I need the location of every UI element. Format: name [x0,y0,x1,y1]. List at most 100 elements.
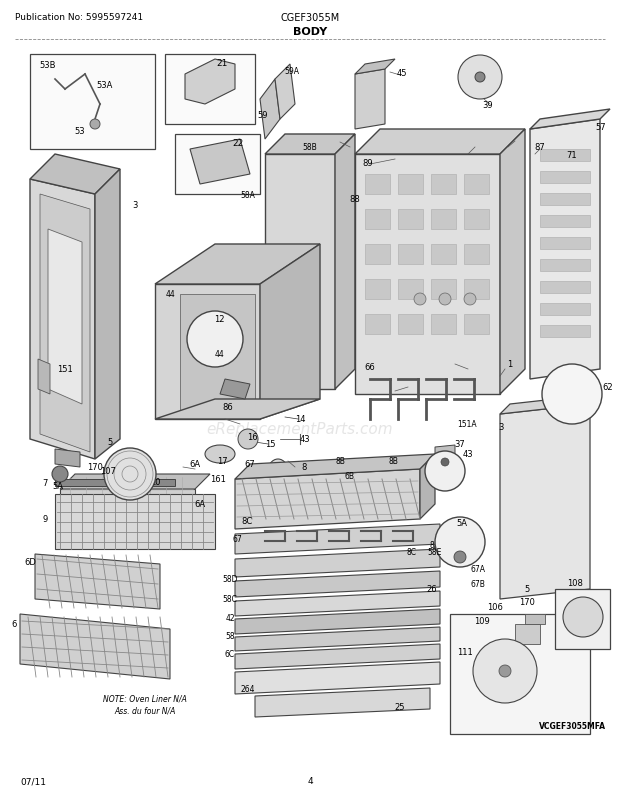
Text: 39: 39 [483,100,494,109]
Circle shape [439,294,451,306]
Text: 8A: 8A [430,540,440,549]
Polygon shape [235,571,440,597]
Polygon shape [155,245,320,285]
Polygon shape [365,210,390,229]
Polygon shape [355,130,525,155]
Text: 53: 53 [74,128,86,136]
Polygon shape [398,210,423,229]
Polygon shape [265,135,355,155]
Text: 6A: 6A [195,500,206,508]
Circle shape [238,429,258,449]
Polygon shape [235,549,440,577]
Circle shape [435,517,485,567]
Text: 87: 87 [534,144,546,152]
Polygon shape [500,130,525,395]
Bar [450,614,590,734]
Text: 53B: 53B [40,60,56,70]
Polygon shape [35,554,160,610]
Text: 3: 3 [498,423,503,432]
Polygon shape [464,175,489,195]
Polygon shape [235,662,440,695]
Ellipse shape [205,445,235,464]
Polygon shape [431,314,456,334]
Polygon shape [235,455,435,480]
Text: 26: 26 [427,585,437,593]
Text: 62: 62 [603,383,613,392]
Text: 89: 89 [363,158,373,168]
Polygon shape [540,260,590,272]
Text: 151: 151 [57,365,73,374]
Text: 106: 106 [487,603,503,612]
Text: 45: 45 [397,68,407,78]
Polygon shape [55,480,175,486]
Circle shape [542,365,602,424]
Text: 170: 170 [87,463,103,472]
Text: 6D: 6D [24,558,36,567]
Text: 88: 88 [350,195,360,205]
Text: 67B: 67B [471,580,485,589]
Text: 6C: 6C [225,650,235,658]
Text: 10: 10 [150,478,160,487]
Text: 59A: 59A [285,67,299,76]
Text: 109: 109 [474,617,490,626]
Circle shape [473,639,537,703]
Polygon shape [515,624,540,644]
Polygon shape [398,175,423,195]
Polygon shape [365,280,390,300]
Text: 58A: 58A [241,190,255,199]
Text: 37: 37 [454,440,466,449]
Circle shape [454,551,466,563]
Polygon shape [530,119,600,379]
Circle shape [414,294,426,306]
Text: 67: 67 [245,460,255,469]
Polygon shape [435,445,455,460]
Polygon shape [570,384,577,395]
Polygon shape [540,326,590,338]
Polygon shape [530,110,610,130]
Bar [165,55,255,125]
Text: eReplacementParts.com: eReplacementParts.com [206,422,393,437]
Circle shape [104,448,156,500]
Text: 58E: 58E [428,548,442,557]
Polygon shape [540,194,590,206]
Text: 07/11: 07/11 [20,776,46,785]
Text: 170: 170 [519,597,535,607]
Polygon shape [235,627,440,651]
Bar [555,589,610,649]
Circle shape [187,312,243,367]
Text: 8C: 8C [407,548,417,557]
Bar [175,135,260,195]
Text: 21: 21 [216,59,228,67]
Polygon shape [540,282,590,294]
Text: 17: 17 [216,457,228,466]
Text: 9: 9 [42,515,48,524]
Circle shape [90,119,100,130]
Text: 44: 44 [215,350,225,359]
Polygon shape [55,449,80,468]
Text: 8B: 8B [430,470,440,479]
Polygon shape [265,155,335,390]
Polygon shape [365,175,390,195]
Polygon shape [235,525,440,554]
Polygon shape [40,195,90,452]
Text: 44: 44 [165,290,175,299]
Polygon shape [431,210,456,229]
Circle shape [475,73,485,83]
Polygon shape [355,70,385,130]
Polygon shape [365,314,390,334]
Text: 58D: 58D [222,575,237,584]
Polygon shape [431,175,456,195]
Polygon shape [38,359,50,395]
Text: 107: 107 [100,467,116,476]
Polygon shape [420,455,435,520]
Text: 43: 43 [299,435,311,444]
Polygon shape [30,180,95,460]
Text: 108: 108 [567,579,583,588]
Text: 86: 86 [223,403,233,412]
Polygon shape [431,280,456,300]
Text: 7: 7 [42,479,48,488]
Text: 5: 5 [107,438,113,447]
Text: 43: 43 [463,450,473,459]
Text: 5A: 5A [53,482,63,491]
Text: 5A: 5A [456,519,467,528]
